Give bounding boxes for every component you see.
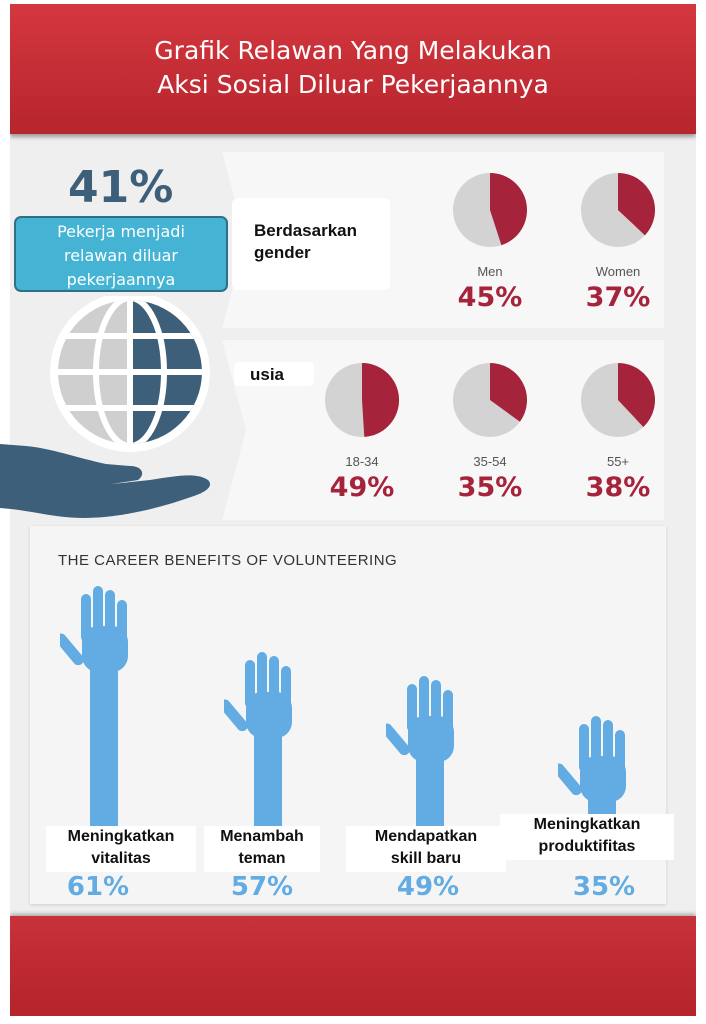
benefit-label-4-line-2: produktifitas bbox=[538, 838, 636, 855]
benefit-label-3: Mendapatkan skill baru bbox=[346, 826, 506, 872]
page-title: Grafik Relawan Yang Melakukan Aksi Sosia… bbox=[10, 34, 696, 102]
pie-age-18-34-slice bbox=[362, 362, 400, 437]
pie-men bbox=[453, 173, 527, 247]
benefit-label-4: Meningkatkan produktifitas bbox=[500, 814, 674, 860]
age-title: usia bbox=[250, 365, 285, 384]
raised-hand-shape-3 bbox=[386, 676, 454, 826]
pie-men-value: 45% bbox=[457, 282, 523, 313]
pie-age-35-54-value: 35% bbox=[457, 472, 523, 503]
benefits-title: THE CAREER BENEFITS OF VOLUNTEERING bbox=[58, 552, 398, 569]
benefit-label-2-line-1: Menambah bbox=[220, 828, 304, 845]
benefit-value-3: 49% bbox=[396, 872, 460, 902]
intro-percentage: 41% bbox=[68, 162, 174, 213]
age-tag: usia bbox=[234, 362, 314, 386]
callout-line-3: pekerjaannya bbox=[66, 270, 176, 289]
footer-banner bbox=[10, 916, 696, 1016]
globe-hand-illustration bbox=[0, 296, 211, 518]
title-line-1: Grafik Relawan Yang Melakukan bbox=[154, 36, 552, 65]
gender-tag: Berdasarkan gender bbox=[232, 198, 390, 290]
intro-callout: Pekerja menjadi relawan diluar pekerjaan… bbox=[14, 216, 228, 292]
benefit-label-1-line-2: vitalitas bbox=[91, 850, 151, 867]
benefit-label-4-line-1: Meningkatkan bbox=[533, 816, 641, 833]
benefit-label-1: Meningkatkan vitalitas bbox=[46, 826, 196, 872]
benefit-label-2: Menambah teman bbox=[204, 826, 320, 872]
hand-icon bbox=[0, 444, 211, 518]
raised-hand-shape-4 bbox=[558, 716, 626, 826]
pie-age-18-34 bbox=[325, 362, 400, 437]
benefit-label-1-line-1: Meningkatkan bbox=[67, 828, 175, 845]
benefit-label-2-line-2: teman bbox=[238, 850, 286, 867]
pie-age-55-plus-label: 55+ bbox=[606, 454, 630, 469]
gender-title-line-1: Berdasarkan bbox=[254, 221, 358, 240]
pie-age-35-54-label: 35-54 bbox=[473, 454, 507, 469]
pie-women-label: Women bbox=[595, 264, 641, 279]
header-banner: Grafik Relawan Yang Melakukan Aksi Sosia… bbox=[10, 4, 696, 134]
raised-hand-shape-2 bbox=[224, 652, 292, 826]
pie-age-35-54 bbox=[453, 363, 527, 437]
benefit-value-2: 57% bbox=[230, 872, 294, 902]
pie-women bbox=[581, 173, 655, 247]
pie-men-label: Men bbox=[477, 264, 503, 279]
pie-men-slice bbox=[490, 173, 527, 246]
benefit-value-1: 61% bbox=[66, 872, 130, 902]
pie-age-55-plus bbox=[581, 363, 655, 437]
raised-hand-icon-2 bbox=[224, 652, 292, 826]
title-line-2: Aksi Sosial Diluar Pekerjaannya bbox=[157, 70, 549, 99]
benefit-label-3-line-2: skill baru bbox=[390, 850, 462, 867]
raised-hand-icon-1 bbox=[60, 586, 128, 826]
gender-title-line-2: gender bbox=[254, 243, 311, 262]
pie-women-value: 37% bbox=[585, 282, 651, 313]
pie-age-18-34-label: 18-34 bbox=[345, 454, 379, 469]
pie-age-35-54-slice bbox=[490, 363, 527, 422]
benefit-value-4: 35% bbox=[572, 872, 636, 902]
pie-age-55-plus-slice bbox=[618, 363, 655, 427]
raised-hand-icon-4 bbox=[558, 716, 626, 826]
benefit-label-3-line-1: Mendapatkan bbox=[374, 828, 478, 845]
pie-age-55-plus-value: 38% bbox=[585, 472, 651, 503]
pie-women-slice bbox=[618, 173, 655, 236]
globe-icon bbox=[50, 296, 210, 452]
callout-line-1: Pekerja menjadi bbox=[57, 222, 185, 241]
raised-hand-shape-1 bbox=[60, 586, 128, 826]
raised-hand-icon-3 bbox=[386, 676, 454, 826]
pie-age-18-34-value: 49% bbox=[329, 472, 395, 503]
callout-line-2: relawan diluar bbox=[63, 246, 178, 265]
